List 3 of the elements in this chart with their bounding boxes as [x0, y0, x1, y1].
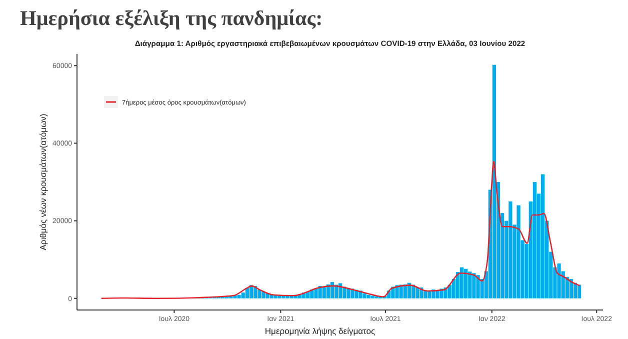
x-axis-title: Ημερομηνία λήψης δείγματος [264, 326, 376, 336]
chart-title: Ημερήσια εξέλιξη της πανδημίας: [20, 6, 323, 30]
y-axis-title: Αριθμός νέων κρουσμάτων(ατόμων) [38, 114, 48, 250]
